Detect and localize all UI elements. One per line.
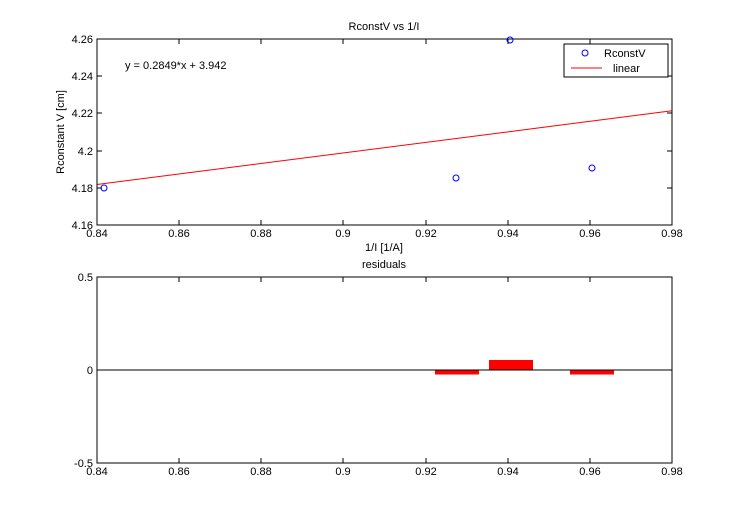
svg-text:4.22: 4.22 <box>72 108 93 120</box>
legend-entry-linear: linear <box>613 63 640 75</box>
top-y-axis-label: Rconstant V [cm] <box>55 90 67 174</box>
svg-text:4.24: 4.24 <box>72 71 93 83</box>
svg-text:0.5: 0.5 <box>78 272 93 284</box>
residual-bar <box>489 360 533 370</box>
top-y-ticks <box>97 75 672 189</box>
svg-text:0.94: 0.94 <box>497 466 518 478</box>
svg-text:4.26: 4.26 <box>72 34 93 46</box>
data-point <box>588 164 596 172</box>
top-x-axis-label: 1/I [1/A] <box>365 242 403 254</box>
svg-text:4.18: 4.18 <box>72 183 93 195</box>
svg-text:0.9: 0.9 <box>335 228 350 240</box>
bottom-y-tick-labels: -0.5 0 0.5 <box>74 272 93 470</box>
svg-text:4.16: 4.16 <box>72 220 93 232</box>
top-axes: RconstV vs 1/I 0.84 0.86 0.88 0.9 0. <box>55 21 683 254</box>
data-point <box>100 184 108 192</box>
residual-bars <box>435 360 614 375</box>
svg-text:0.88: 0.88 <box>250 228 271 240</box>
top-title: RconstV vs 1/I <box>349 21 420 33</box>
residual-bar <box>435 370 479 375</box>
bottom-axes-frame <box>96 276 673 464</box>
residual-bar <box>570 370 614 375</box>
svg-text:0.84: 0.84 <box>86 466 107 478</box>
svg-text:0.92: 0.92 <box>415 228 436 240</box>
svg-text:0.9: 0.9 <box>335 466 350 478</box>
bottom-x-ticks <box>178 277 591 463</box>
svg-text:0.96: 0.96 <box>579 466 600 478</box>
rconstv-markers <box>100 36 596 192</box>
svg-text:0.88: 0.88 <box>250 466 271 478</box>
svg-text:0.92: 0.92 <box>415 466 436 478</box>
svg-text:0.86: 0.86 <box>168 466 189 478</box>
legend: RconstV linear <box>563 43 669 78</box>
top-x-ticks <box>178 39 591 225</box>
top-x-tick-labels: 0.84 0.86 0.88 0.9 0.92 0.94 0.96 0.98 <box>86 228 682 240</box>
svg-text:-0.5: -0.5 <box>74 458 93 470</box>
svg-text:0.84: 0.84 <box>86 228 107 240</box>
legend-marker-icon <box>581 49 589 57</box>
bottom-title: residuals <box>362 259 407 271</box>
top-y-tick-labels: 4.16 4.18 4.2 4.22 4.24 4.26 <box>72 34 93 232</box>
svg-text:0.86: 0.86 <box>168 228 189 240</box>
data-point <box>452 174 460 182</box>
legend-entry-rconstv: RconstV <box>604 48 646 60</box>
svg-text:0.96: 0.96 <box>579 228 600 240</box>
legend-box <box>563 43 669 78</box>
top-axes-frame <box>96 38 673 226</box>
svg-text:4.2: 4.2 <box>78 146 93 158</box>
linear-fit-line <box>96 110 673 185</box>
svg-text:0.94: 0.94 <box>497 228 518 240</box>
svg-text:0: 0 <box>87 365 93 377</box>
bottom-x-tick-labels: 0.84 0.86 0.88 0.9 0.92 0.94 0.96 0.98 <box>86 466 682 478</box>
bottom-axes: residuals 0.84 0.86 0.88 0.9 0.92 0. <box>74 259 683 478</box>
svg-text:0.98: 0.98 <box>661 228 682 240</box>
svg-text:0.98: 0.98 <box>661 466 682 478</box>
data-point <box>506 36 514 44</box>
fit-equation-annotation: y = 0.2849*x + 3.942 <box>125 60 227 72</box>
